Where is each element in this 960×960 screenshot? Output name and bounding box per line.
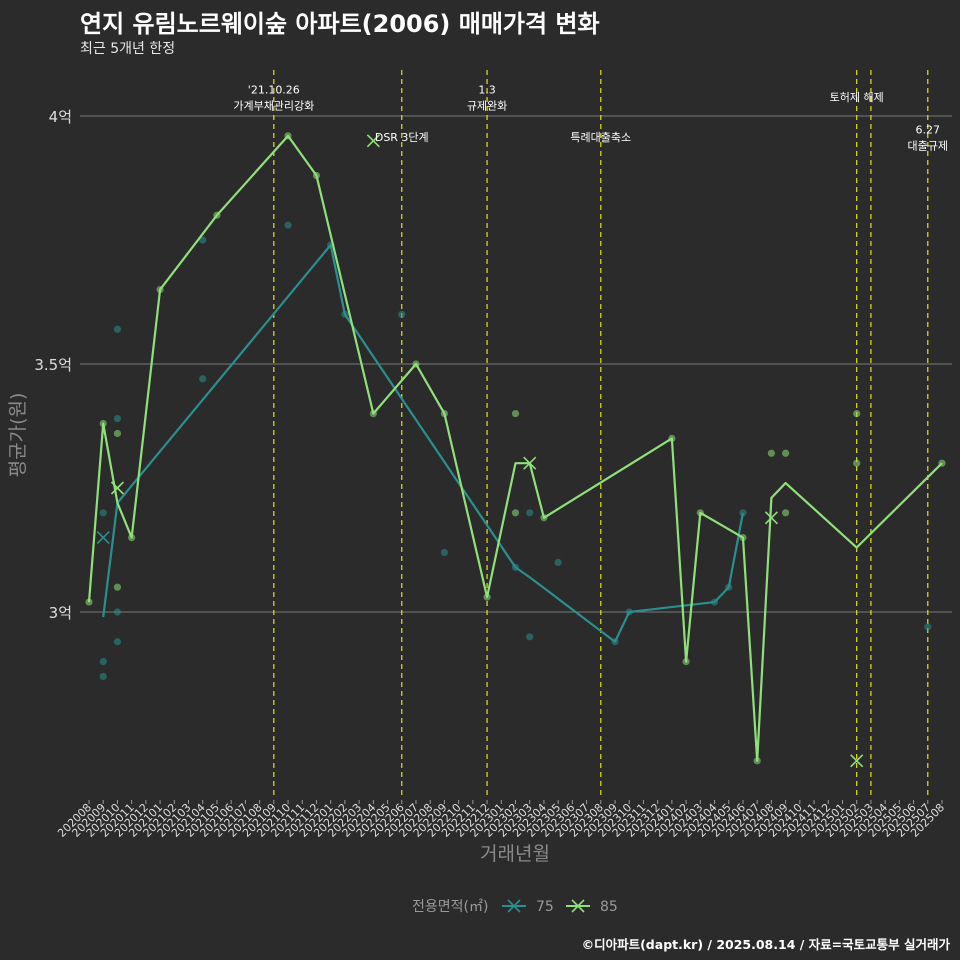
data-point — [853, 459, 861, 467]
cross-marker — [850, 754, 864, 768]
marker-stroke — [366, 134, 380, 148]
data-point — [85, 598, 93, 606]
annotation-label: 특례대출축소 — [570, 131, 631, 144]
data-point — [99, 672, 107, 681]
legend-item-75: 75 — [502, 899, 554, 915]
marker-stroke — [507, 899, 521, 913]
chart-title: 연지 유림노르웨이숲 아파트(2006) 매매가격 변화 — [80, 10, 600, 38]
annotation-label: 가계부채관리강화 — [233, 100, 314, 113]
series-line — [102, 243, 745, 643]
data-point — [199, 375, 207, 383]
marker-stroke — [571, 899, 585, 913]
series-line — [87, 134, 943, 762]
chart-subtitle: 최근 5개년 한정 — [80, 41, 176, 57]
data-point — [113, 638, 122, 646]
annotation-label: DSR 3단계 — [375, 131, 429, 144]
cross-marker — [110, 481, 124, 495]
legend-title: 전용면적(㎡) — [412, 899, 488, 915]
event-vlines — [273, 70, 929, 797]
legend-label: 75 — [536, 899, 554, 915]
marker-stroke — [96, 531, 110, 545]
axes: 3억3.5억4억20200820200920201020201120201220… — [7, 108, 947, 865]
data-point — [440, 548, 449, 557]
marker-stroke — [764, 511, 778, 525]
data-point — [113, 608, 122, 616]
annotation-label: 대출규제 — [908, 139, 948, 152]
data-point — [554, 558, 562, 567]
grid — [80, 115, 952, 613]
legend-marker — [507, 899, 521, 913]
annotation-label: 6.27 — [916, 123, 941, 136]
data-point — [113, 429, 122, 438]
legend-label: 85 — [600, 899, 618, 915]
data-point — [511, 410, 520, 418]
data-point — [782, 449, 790, 457]
marker-stroke — [523, 456, 537, 470]
cross-marker — [764, 511, 778, 525]
annotation-label: 토허제 해제 — [830, 90, 884, 104]
data-point — [782, 509, 790, 517]
data-point — [924, 623, 932, 631]
data-point — [113, 583, 122, 591]
data-point — [199, 236, 207, 244]
source-caption: ©디아파트(dapt.kr) / 2025.08.14 / 자료=국토교통부 실… — [581, 937, 950, 952]
series-85 — [85, 132, 946, 768]
cross-marker — [366, 134, 380, 148]
data-point — [99, 658, 107, 666]
legend-item-85: 85 — [566, 899, 618, 915]
y-axis-title: 평균가(원) — [7, 393, 29, 478]
series — [85, 132, 946, 768]
cross-marker — [96, 531, 110, 545]
legend: 전용면적(㎡) 75 85 — [412, 899, 618, 915]
marker-stroke — [110, 481, 124, 495]
data-point — [526, 633, 534, 641]
data-point — [526, 509, 534, 517]
y-tick-label: 4억 — [49, 108, 72, 126]
data-point — [511, 509, 520, 517]
annotation-label: 1.3 — [478, 84, 496, 97]
data-point — [113, 325, 122, 333]
data-point — [284, 221, 292, 229]
annotation-label: '21.10.26 — [248, 84, 300, 97]
annotation-label: 규제완화 — [467, 100, 507, 113]
marker-stroke — [850, 754, 864, 768]
data-point — [113, 414, 122, 423]
data-point — [853, 410, 861, 418]
data-point — [767, 449, 776, 457]
data-point — [398, 310, 406, 318]
legend-marker — [571, 899, 585, 913]
cross-marker — [523, 456, 537, 470]
y-tick-label: 3.5억 — [34, 356, 72, 374]
series-75 — [96, 221, 932, 681]
x-axis-title: 거래년월 — [480, 843, 550, 865]
data-point — [99, 509, 107, 517]
y-tick-label: 3억 — [49, 604, 72, 622]
